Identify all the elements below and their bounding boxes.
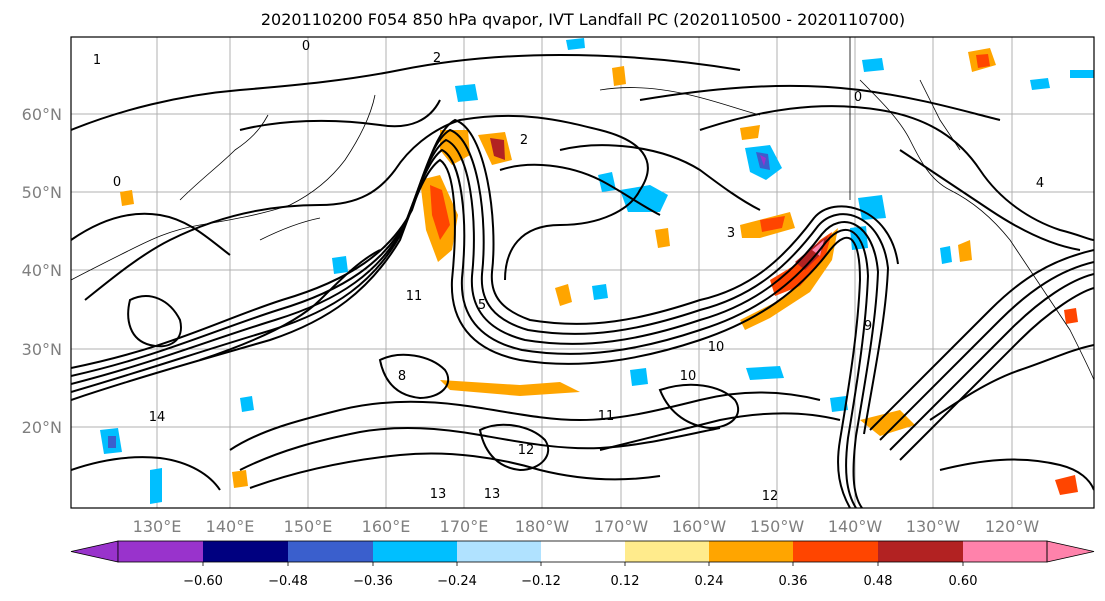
longitude-label: 150°E [284, 517, 333, 536]
longitude-label: 130°W [906, 517, 961, 536]
colorbar-tick-label: −0.24 [437, 574, 477, 589]
positive-anomaly-shading [120, 48, 1078, 495]
contour-label: 13 [484, 487, 501, 502]
contour-label: 9 [864, 319, 872, 334]
contour-label: 10 [680, 369, 697, 384]
contour-label: 11 [598, 409, 615, 424]
contour-label: 12 [762, 489, 779, 504]
colorbar-bin [541, 541, 625, 562]
colorbar-tick-label: 0.48 [864, 574, 893, 589]
colorbar-extend-low [70, 540, 119, 563]
colorbar-tick-label: −0.60 [183, 574, 223, 589]
longitude-label: 130°E [133, 517, 182, 536]
latitude-label: 50°N [22, 183, 62, 202]
longitude-label: 160°E [362, 517, 411, 536]
colorbar [70, 540, 1095, 563]
longitude-label: 180°W [515, 517, 570, 536]
longitude-label: 170°W [594, 517, 649, 536]
contour-label: 10 [708, 340, 725, 355]
longitude-labels: 130°E 140°E 150°E 160°E 170°E 180°W 170°W 160°W… [133, 517, 1040, 536]
contour-label: 14 [149, 410, 166, 425]
longitude-label: 160°W [672, 517, 727, 536]
map-background [71, 37, 1094, 508]
longitude-label: 140°W [828, 517, 883, 536]
ivt-contours [71, 53, 1094, 508]
colorbar-bin [963, 541, 1047, 562]
colorbar-tick-labels: −0.60 −0.48 −0.36 −0.24 −0.12 0.12 0.24 0.36 0.4… [183, 562, 977, 589]
colorbar-bin [793, 541, 878, 562]
longitude-label: 170°E [440, 517, 489, 536]
contour-label: 0 [113, 175, 121, 190]
colorbar-tick-label: 0.60 [949, 574, 978, 589]
latitude-label: 40°N [22, 261, 62, 280]
colorbar-bin [457, 541, 541, 562]
colorbar-bin [625, 541, 709, 562]
latitude-label: 60°N [22, 105, 62, 124]
colorbar-tick-label: −0.48 [268, 574, 308, 589]
colorbar-tick-label: −0.12 [521, 574, 561, 589]
latitude-label: 20°N [22, 418, 62, 437]
colorbar-bin [288, 541, 373, 562]
contour-label: 3 [727, 226, 735, 241]
contour-label: 1 [93, 53, 101, 68]
contour-label: 0 [854, 90, 862, 105]
colorbar-bin [118, 541, 203, 562]
colorbar-bin [878, 541, 963, 562]
negative-anomaly-shading [100, 38, 1094, 504]
contour-label: 4 [1036, 176, 1044, 191]
contour-label: 5 [478, 298, 486, 313]
longitude-label: 120°W [985, 517, 1040, 536]
graticule [71, 37, 1094, 508]
contour-label: 0 [302, 39, 310, 54]
contour-label: 2 [520, 133, 528, 148]
coastlines [71, 37, 1094, 381]
colorbar-tick-label: 0.12 [611, 574, 640, 589]
longitude-label: 140°E [206, 517, 255, 536]
colorbar-extend-high [1046, 540, 1095, 563]
colorbar-bin [709, 541, 793, 562]
colorbar-tick-label: −0.36 [353, 574, 393, 589]
contour-label: 13 [430, 487, 447, 502]
contour-label: 8 [398, 369, 406, 384]
contour-label: 2 [433, 51, 441, 66]
map-frame [70, 36, 1095, 509]
latitude-label: 30°N [22, 340, 62, 359]
colorbar-bin [373, 541, 457, 562]
colorbar-outline [117, 540, 1048, 563]
colorbar-tick-label: 0.24 [695, 574, 724, 589]
contour-label: 12 [518, 443, 535, 458]
plot-title: 2020110200 F054 850 hPa qvapor, IVT Land… [261, 10, 905, 29]
colorbar-bin [203, 541, 288, 562]
colorbar-tick-label: 0.36 [779, 574, 808, 589]
longitude-label: 150°W [750, 517, 805, 536]
latitude-labels: 60°N 50°N 40°N 30°N 20°N [22, 105, 62, 437]
contour-label: 11 [406, 289, 423, 304]
